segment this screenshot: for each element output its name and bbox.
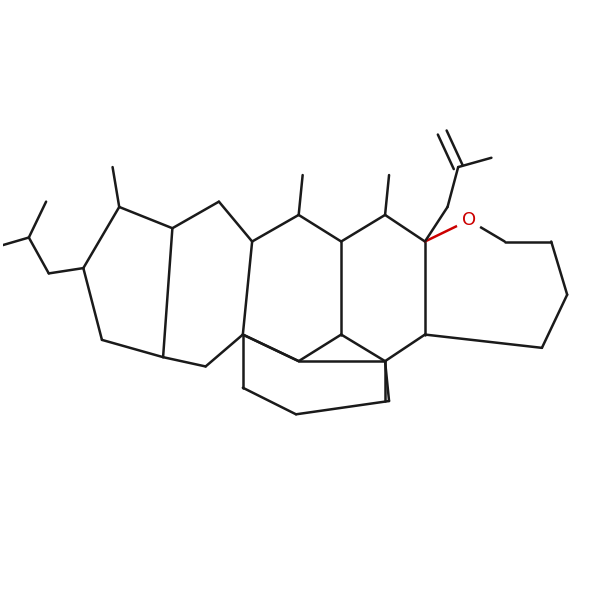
Text: O: O <box>462 211 476 229</box>
Circle shape <box>457 208 481 233</box>
